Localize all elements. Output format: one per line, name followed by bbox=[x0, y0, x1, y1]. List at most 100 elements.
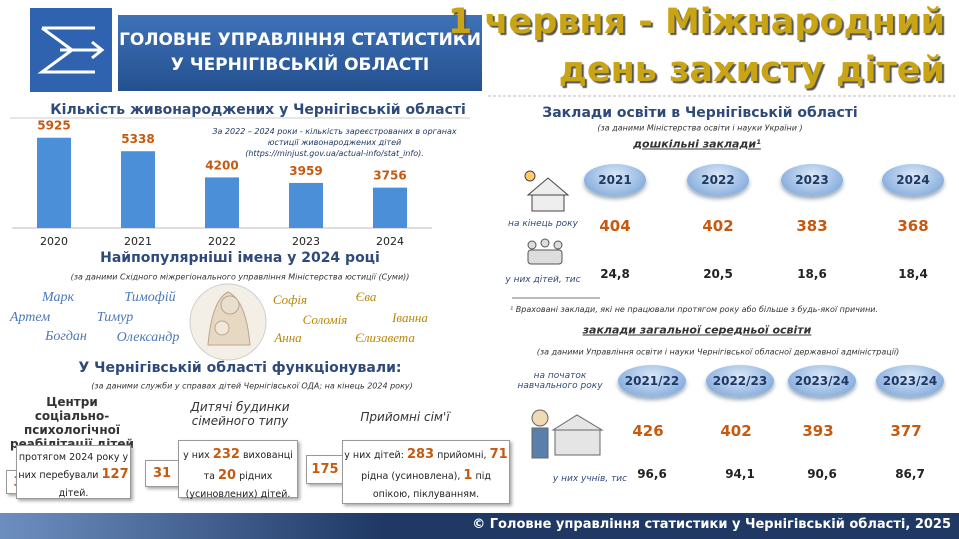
institution-type: Центри соціально-психологічної реабіліта… bbox=[10, 395, 134, 451]
boy-name: Артем bbox=[9, 310, 51, 325]
girl-name: Єлизавета bbox=[355, 330, 415, 345]
x-tick-label: 2022 bbox=[208, 235, 236, 248]
detail-text: під опікою, піклуванням. bbox=[372, 470, 491, 500]
detail-number: 127 bbox=[101, 467, 129, 483]
preschool-title: дошкільні заклади¹ bbox=[633, 137, 761, 151]
year-bubble: 2024 bbox=[882, 164, 944, 196]
education-title: Заклади освіти в Чернігівській області bbox=[542, 105, 858, 121]
value-label: 5338 bbox=[121, 132, 154, 146]
preschool-source: (за даними Міністерства освіти і науки У… bbox=[597, 123, 803, 133]
detail-text: у них bbox=[183, 450, 210, 461]
value-label: 3959 bbox=[289, 164, 322, 178]
value-label: 4200 bbox=[205, 158, 238, 172]
children-icon bbox=[527, 238, 563, 265]
bar bbox=[373, 187, 407, 228]
detail-number: 232 bbox=[212, 447, 240, 462]
general-title: заклади загальної середньої освіти bbox=[582, 323, 812, 337]
value-label: 5925 bbox=[37, 119, 70, 133]
boy-name: Тимофій bbox=[124, 290, 176, 305]
value-label: 3756 bbox=[373, 169, 406, 183]
children-count: 20,5 bbox=[703, 267, 733, 281]
detail-number: 71 bbox=[489, 447, 508, 462]
year-bubble: 2021/22 bbox=[618, 365, 686, 397]
year-bubble: 2023/24 bbox=[788, 365, 856, 397]
detail-text: дітей. bbox=[58, 487, 89, 499]
school-icon bbox=[531, 409, 604, 459]
detail-text: прийомні, bbox=[437, 450, 487, 461]
x-tick-label: 2023 bbox=[292, 235, 320, 248]
bar bbox=[37, 137, 71, 228]
x-tick-label: 2021 bbox=[124, 235, 152, 248]
detail-text: вихованці та bbox=[203, 450, 293, 482]
row-label: на кінець року bbox=[508, 219, 578, 229]
pupil-count: 94,1 bbox=[725, 467, 755, 481]
chart-title: Кількість живонароджених у Чернігівській… bbox=[50, 102, 466, 118]
footer-bar bbox=[0, 513, 959, 539]
institution-count: 175 bbox=[306, 455, 344, 484]
institution-count: 377 bbox=[890, 422, 922, 440]
x-tick-label: 2024 bbox=[376, 235, 404, 248]
detail-number: 20 bbox=[218, 467, 237, 483]
detail-text: протягом 2024 року у них перебували bbox=[18, 452, 129, 482]
x-tick-label: 2020 bbox=[40, 235, 68, 248]
institution-details: у них дітей: 283 прийомні, 71 рідна (уси… bbox=[342, 440, 510, 504]
pupil-count: 86,7 bbox=[895, 467, 925, 481]
pupil-count: 96,6 bbox=[637, 467, 667, 481]
bar bbox=[121, 151, 155, 228]
row-label: на початок навчального року bbox=[517, 371, 603, 391]
births-chart: 5925 2020 5338 2021 4200 2022 3959 2023 3756 2024 bbox=[12, 119, 432, 248]
bar bbox=[205, 177, 239, 228]
institution-details: протягом 2024 року у них перебували 127 … bbox=[16, 445, 131, 499]
detail-text: рідних (усиновлених) дітей. bbox=[185, 470, 291, 500]
footnote: ¹ Враховані заклади, які не працювали пр… bbox=[510, 305, 879, 314]
names-title: Найпопулярніші імена у 2024 році bbox=[100, 250, 380, 266]
boy-name: Олександр bbox=[116, 330, 180, 345]
logo-mark bbox=[37, 26, 105, 74]
institutions-source: (за даними служби у справах дітей Черніг… bbox=[91, 381, 413, 391]
institution-count: 426 bbox=[632, 422, 664, 440]
girl-name: Соломія bbox=[302, 312, 348, 327]
kindergarten-icon bbox=[524, 170, 570, 212]
institutions-title: У Чернігівській області функціонували: bbox=[78, 360, 402, 376]
institution-count: 402 bbox=[720, 422, 752, 440]
org-box bbox=[118, 15, 482, 91]
children-count: 18,6 bbox=[797, 267, 827, 281]
main-title: день захисту дітей bbox=[558, 50, 945, 90]
year-bubble: 2022 bbox=[687, 164, 749, 196]
institution-count: 393 bbox=[802, 422, 834, 440]
org-name: ГОЛОВНЕ УПРАВЛІННЯ СТАТИСТИКИ bbox=[119, 30, 481, 50]
year-bubble: 2023/24 bbox=[876, 365, 944, 397]
children-count: 24,8 bbox=[600, 267, 630, 281]
year-bubble: 2021 bbox=[584, 164, 646, 196]
bar bbox=[289, 182, 323, 228]
year-bubble: 2023 bbox=[781, 164, 843, 196]
children-count: 18,4 bbox=[898, 267, 928, 281]
girl-name: Анна bbox=[274, 330, 302, 345]
footer: © Головне управління статистики у Черніг… bbox=[472, 517, 951, 532]
boy-name: Тимур bbox=[96, 310, 134, 325]
institution-count: 404 bbox=[599, 217, 631, 235]
girl-name: Софія bbox=[272, 292, 308, 307]
detail-number: 1 bbox=[463, 467, 473, 483]
general-source: (за даними Управління освіти і науки Чер… bbox=[536, 347, 900, 357]
institution-details: у них 232 вихованці та 20 рідних (усинов… bbox=[178, 440, 298, 500]
institution-count: 383 bbox=[796, 217, 828, 235]
mother-child-image bbox=[220, 295, 240, 315]
institution-type: Прийомні сім'ї bbox=[360, 410, 450, 424]
row-label: у них учнів, тис bbox=[552, 474, 628, 484]
detail-text: у них дітей: bbox=[344, 450, 404, 461]
mother-child-image bbox=[214, 320, 230, 336]
pupil-count: 90,6 bbox=[807, 467, 837, 481]
names-source: (за даними Східного міжрегіонального упр… bbox=[70, 272, 410, 282]
institution-count: 368 bbox=[897, 217, 929, 235]
girl-name: Іванна bbox=[392, 310, 428, 325]
institution-count: 402 bbox=[702, 217, 734, 235]
institution-count: 31 bbox=[145, 460, 179, 487]
boy-name: Богдан bbox=[45, 329, 87, 344]
row-label: у них дітей, тис bbox=[505, 275, 581, 285]
detail-text: рідна (усиновлена), bbox=[361, 470, 461, 482]
org-name: У ЧЕРНІГІВСЬКІЙ ОБЛАСТІ bbox=[170, 55, 430, 75]
boy-name: Марк bbox=[41, 290, 75, 305]
